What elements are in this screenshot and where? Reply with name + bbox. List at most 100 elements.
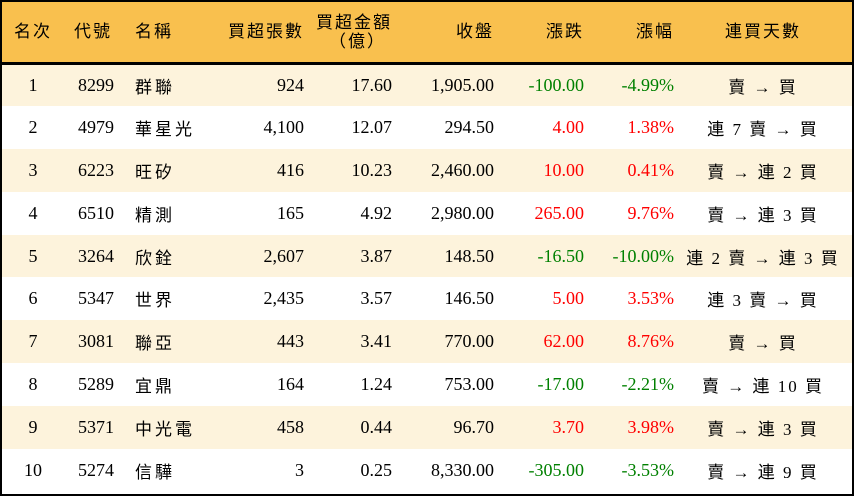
rank-cell: 7 xyxy=(28,331,38,352)
header-net-buy-amount: 買超金額 （億） xyxy=(304,2,392,63)
change-cell: 10.00 xyxy=(543,159,585,180)
net-buy-lots-cell: 164 xyxy=(277,374,304,395)
close-price-cell: 148.50 xyxy=(444,245,495,266)
name-cell: 宜鼎 xyxy=(135,377,175,397)
close-price-cell: 770.00 xyxy=(444,331,495,352)
rank-cell: 8 xyxy=(28,374,38,395)
streak-cell: 賣 → 連 3 買 xyxy=(707,205,819,225)
net-buy-amount-cell: 4.92 xyxy=(360,202,393,223)
change-pct-cell: 9.76% xyxy=(627,202,675,223)
table-row: 8 5289 宜鼎 164 1.24 753.00 -17.00 -2.21% 賣 → 連 10… xyxy=(2,363,852,407)
close-price-cell: 753.00 xyxy=(444,374,495,395)
change-pct-cell: 0.41% xyxy=(627,159,675,180)
net-buy-lots-cell: 2,607 xyxy=(263,245,305,266)
net-buy-lots-cell: 3 xyxy=(295,459,304,480)
streak-cell: 連 2 賣 → 連 3 買 xyxy=(686,248,840,268)
rank-cell: 2 xyxy=(28,116,38,137)
name-cell: 欣銓 xyxy=(135,248,175,268)
table-row: 10 5274 信驊 3 0.25 8,330.00 -305.00 -3.53% 賣 → 連 … xyxy=(2,449,852,492)
rank-cell: 9 xyxy=(28,417,38,438)
change-cell: 265.00 xyxy=(534,202,585,223)
change-cell: -17.00 xyxy=(537,374,585,395)
net-buy-amount-cell: 3.57 xyxy=(360,288,393,309)
header-change: 漲跌 xyxy=(546,22,584,42)
code-cell: 4979 xyxy=(78,116,114,137)
change-cell: 3.70 xyxy=(552,417,585,438)
rank-cell: 3 xyxy=(28,159,38,180)
header-rank: 名次 xyxy=(14,22,52,42)
net-buy-amount-cell: 0.44 xyxy=(360,417,393,438)
table-row: 3 6223 旺矽 416 10.23 2,460.00 10.00 0.41% 賣 → 連 2… xyxy=(2,148,852,192)
change-cell: 4.00 xyxy=(552,116,585,137)
change-pct-cell: 3.53% xyxy=(627,288,675,309)
header-close: 收盤 xyxy=(456,22,494,42)
name-cell: 精測 xyxy=(135,205,175,225)
header-net-buy-amount-line1: 買超金額 xyxy=(316,12,392,32)
header-name: 名稱 xyxy=(135,22,173,42)
name-cell: 世界 xyxy=(135,291,175,311)
change-cell: -100.00 xyxy=(528,74,585,95)
streak-cell: 賣 → 連 9 買 xyxy=(707,462,819,482)
close-price-cell: 2,460.00 xyxy=(431,159,494,180)
change-pct-cell: -4.99% xyxy=(621,74,675,95)
net-buy-amount-cell: 3.41 xyxy=(360,331,393,352)
table-row: 7 3081 聯亞 443 3.41 770.00 62.00 8.76% 賣 → 買 xyxy=(2,320,852,364)
table-header-row: 名次 代號 名稱 買超張數 買超金額 （億） 收盤 漲跌 漲幅 連買天數 xyxy=(2,2,852,63)
net-buy-lots-cell: 416 xyxy=(277,159,304,180)
net-buy-lots-cell: 924 xyxy=(277,74,304,95)
streak-cell: 賣 → 連 10 買 xyxy=(702,377,824,397)
close-price-cell: 294.50 xyxy=(444,116,495,137)
streak-cell: 賣 → 買 xyxy=(728,334,798,354)
net-buy-lots-cell: 443 xyxy=(277,331,304,352)
change-pct-cell: -10.00% xyxy=(612,245,675,266)
streak-cell: 連 3 賣 → 買 xyxy=(707,291,819,311)
rank-cell: 10 xyxy=(24,459,42,480)
net-buy-amount-cell: 17.60 xyxy=(351,74,393,95)
header-streak: 連買天數 xyxy=(725,22,801,42)
header-code: 代號 xyxy=(74,22,112,42)
net-buy-amount-cell: 10.23 xyxy=(351,159,393,180)
table-row: 6 5347 世界 2,435 3.57 146.50 5.00 3.53% 連 3 賣 → 買 xyxy=(2,277,852,321)
header-net-buy-lots: 買超張數 xyxy=(228,22,304,42)
net-buy-lots-cell: 458 xyxy=(277,417,304,438)
name-cell: 華星光 xyxy=(135,119,195,139)
close-price-cell: 1,905.00 xyxy=(431,74,494,95)
net-buy-lots-cell: 2,435 xyxy=(263,288,305,309)
net-buy-amount-cell: 3.87 xyxy=(360,245,393,266)
code-cell: 6223 xyxy=(78,159,114,180)
close-price-cell: 96.70 xyxy=(453,417,495,438)
name-cell: 信驊 xyxy=(135,462,175,482)
close-price-cell: 146.50 xyxy=(444,288,495,309)
code-cell: 8299 xyxy=(78,74,114,95)
net-buy-amount-cell: 1.24 xyxy=(360,374,393,395)
net-buy-lots-cell: 4,100 xyxy=(263,116,305,137)
close-price-cell: 8,330.00 xyxy=(431,459,494,480)
net-buy-lots-cell: 165 xyxy=(277,202,304,223)
net-buy-amount-cell: 12.07 xyxy=(351,116,393,137)
net-buy-amount-cell: 0.25 xyxy=(360,459,393,480)
change-cell: -16.50 xyxy=(537,245,585,266)
change-cell: 5.00 xyxy=(552,288,585,309)
close-price-cell: 2,980.00 xyxy=(431,202,494,223)
change-cell: -305.00 xyxy=(528,459,585,480)
table-row: 2 4979 華星光 4,100 12.07 294.50 4.00 1.38% 連 7 賣 →… xyxy=(2,105,852,149)
change-pct-cell: -2.21% xyxy=(621,374,675,395)
table-body: 1 8299 群聯 924 17.60 1,905.00 -100.00 -4.99% 賣 → … xyxy=(2,63,852,492)
name-cell: 中光電 xyxy=(135,420,195,440)
code-cell: 3081 xyxy=(78,331,114,352)
table-row: 4 6510 精測 165 4.92 2,980.00 265.00 9.76% 賣 → 連 3… xyxy=(2,191,852,235)
table-row: 1 8299 群聯 924 17.60 1,905.00 -100.00 -4.99% 賣 → … xyxy=(2,63,852,106)
streak-cell: 賣 → 連 2 買 xyxy=(707,162,819,182)
code-cell: 5289 xyxy=(78,374,114,395)
header-change-pct: 漲幅 xyxy=(636,22,674,42)
name-cell: 群聯 xyxy=(135,77,175,97)
code-cell: 5274 xyxy=(78,459,114,480)
change-pct-cell: 3.98% xyxy=(627,417,675,438)
name-cell: 聯亞 xyxy=(135,334,175,354)
rank-cell: 4 xyxy=(28,202,38,223)
change-pct-cell: 1.38% xyxy=(627,116,675,137)
change-pct-cell: -3.53% xyxy=(621,459,675,480)
code-cell: 6510 xyxy=(78,202,114,223)
